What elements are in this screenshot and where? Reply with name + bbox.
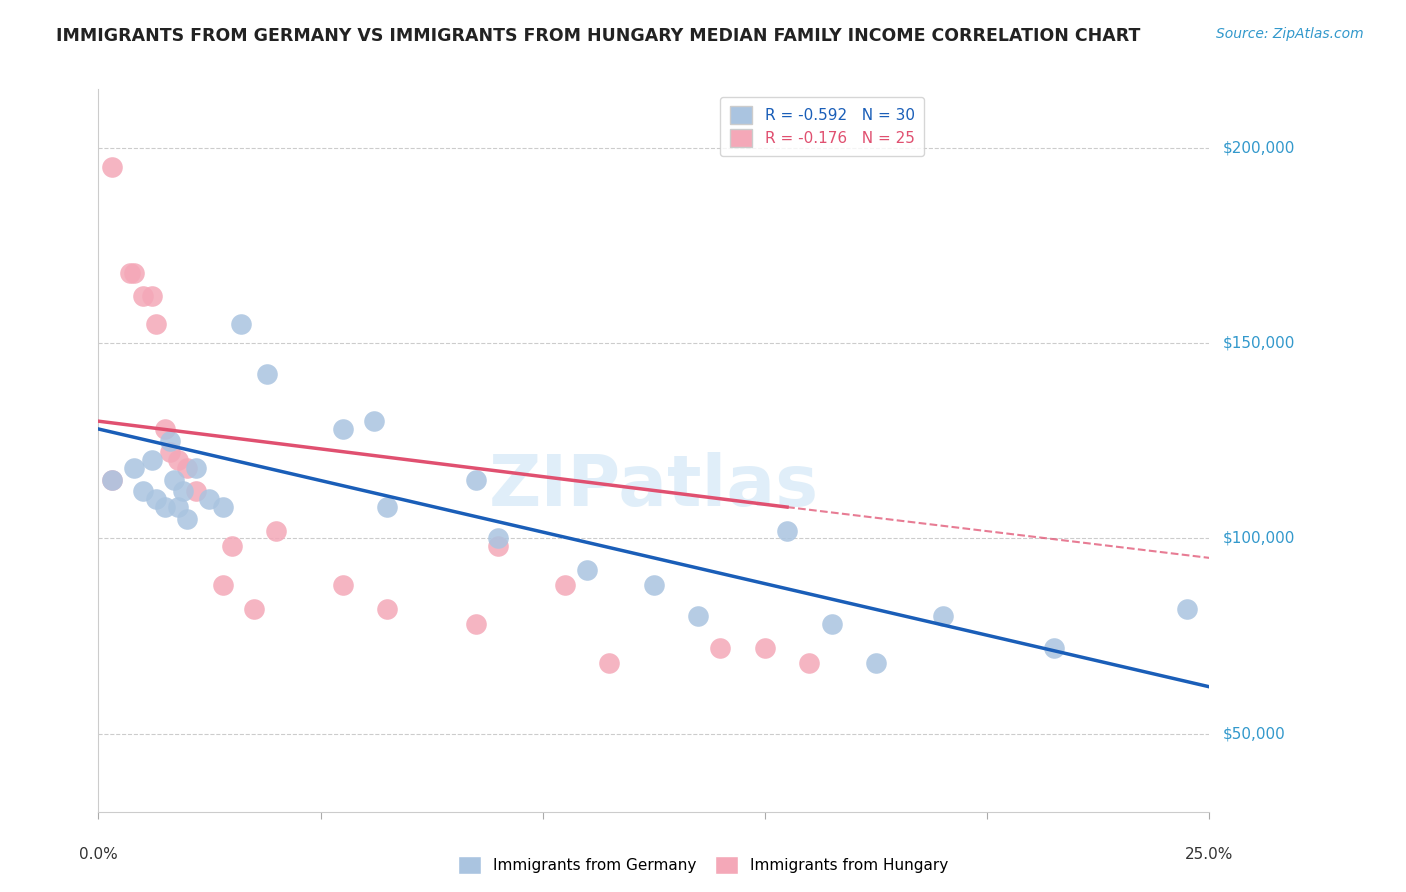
Point — [709, 640, 731, 655]
Point — [688, 609, 710, 624]
Point — [229, 317, 252, 331]
Point — [132, 289, 155, 303]
Point — [375, 601, 398, 615]
Text: 25.0%: 25.0% — [1185, 847, 1233, 862]
Point — [118, 266, 141, 280]
Point — [100, 473, 122, 487]
Point — [176, 512, 198, 526]
Point — [100, 161, 122, 175]
Point — [145, 317, 167, 331]
Text: IMMIGRANTS FROM GERMANY VS IMMIGRANTS FROM HUNGARY MEDIAN FAMILY INCOME CORRELAT: IMMIGRANTS FROM GERMANY VS IMMIGRANTS FR… — [56, 27, 1140, 45]
Point — [176, 461, 198, 475]
Point — [799, 657, 821, 671]
Point — [486, 539, 509, 553]
Point — [1175, 601, 1198, 615]
Point — [754, 640, 776, 655]
Point — [554, 578, 576, 592]
Point — [211, 500, 233, 514]
Point — [776, 524, 799, 538]
Legend: R = -0.592   N = 30, R = -0.176   N = 25: R = -0.592 N = 30, R = -0.176 N = 25 — [720, 97, 924, 156]
Text: $150,000: $150,000 — [1222, 335, 1295, 351]
Point — [465, 473, 488, 487]
Point — [167, 453, 190, 467]
Text: $50,000: $50,000 — [1222, 726, 1285, 741]
Point — [221, 539, 243, 553]
Point — [167, 500, 190, 514]
Point — [153, 500, 176, 514]
Text: $100,000: $100,000 — [1222, 531, 1295, 546]
Point — [186, 484, 208, 499]
Point — [153, 422, 176, 436]
Point — [332, 578, 354, 592]
Point — [122, 461, 145, 475]
Point — [172, 484, 194, 499]
Point — [931, 609, 953, 624]
Point — [100, 473, 122, 487]
Point — [332, 422, 354, 436]
Legend: Immigrants from Germany, Immigrants from Hungary: Immigrants from Germany, Immigrants from… — [451, 850, 955, 880]
Point — [576, 563, 599, 577]
Point — [264, 524, 287, 538]
Text: Source: ZipAtlas.com: Source: ZipAtlas.com — [1216, 27, 1364, 41]
Point — [211, 578, 233, 592]
Point — [141, 453, 163, 467]
Text: ZIPatlas: ZIPatlas — [489, 452, 818, 521]
Point — [363, 414, 385, 428]
Point — [643, 578, 665, 592]
Point — [163, 473, 186, 487]
Point — [186, 461, 208, 475]
Point — [486, 532, 509, 546]
Point — [198, 492, 221, 507]
Point — [141, 289, 163, 303]
Point — [243, 601, 266, 615]
Point — [1042, 640, 1064, 655]
Point — [375, 500, 398, 514]
Point — [122, 266, 145, 280]
Point — [132, 484, 155, 499]
Point — [159, 434, 181, 448]
Point — [256, 368, 278, 382]
Point — [865, 657, 887, 671]
Point — [159, 445, 181, 459]
Point — [820, 617, 842, 632]
Point — [598, 657, 620, 671]
Text: $200,000: $200,000 — [1222, 140, 1295, 155]
Point — [465, 617, 488, 632]
Text: 0.0%: 0.0% — [79, 847, 118, 862]
Point — [145, 492, 167, 507]
